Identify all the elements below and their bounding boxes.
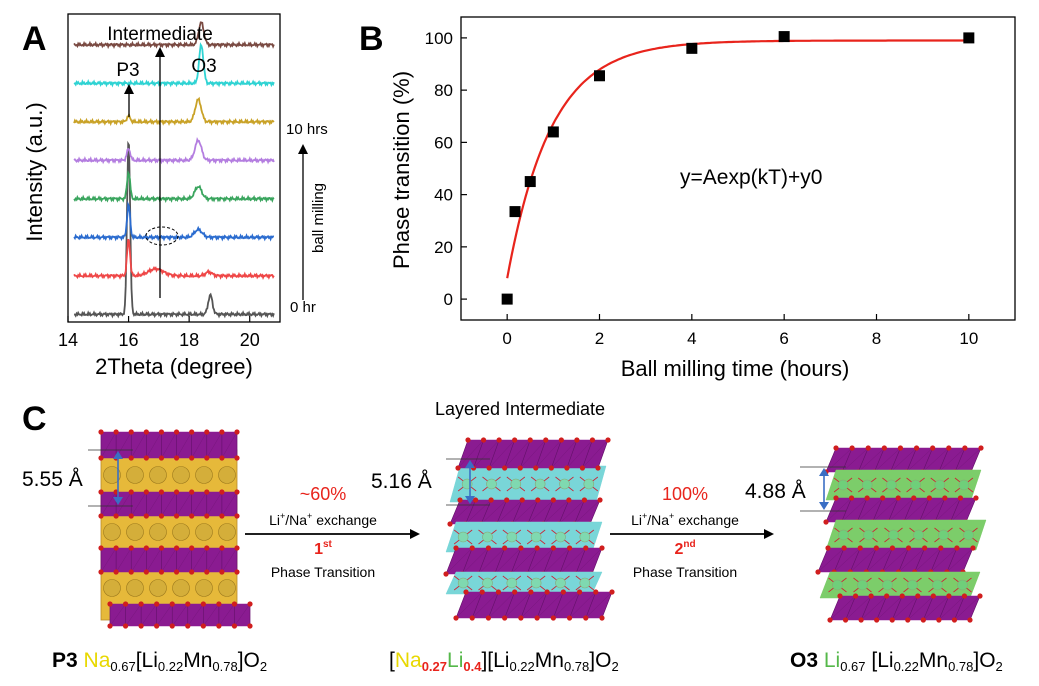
panel-b-letter: B [359,20,384,58]
step2-exchange-label: Li+/Na+ exchange [631,511,739,528]
scheme-title: Layered Intermediate [435,399,605,419]
kin-y-tick-label: 20 [434,238,453,257]
ball-milling-label: ball milling [310,183,327,253]
step1-phase-transition: Phase Transition [271,564,375,580]
exponential-fit-curve [506,39,969,279]
kin-x-tick-label: 10 [959,329,978,348]
time-end-label: 10 hrs [286,121,328,138]
o3-structure [815,445,987,623]
data-point-1 [509,206,521,218]
formula-p3: P3 Na0.67[Li0.22Mn0.78]O2 [52,649,268,674]
data-point-2 [524,176,536,188]
data-point-7 [963,32,975,44]
step2-order: 2nd [674,539,695,558]
transition-step-2: 100% Li+/Na+ exchange 2nd Phase Transiti… [610,484,774,580]
formula-o3: O3 Li0.67 [Li0.22Mn0.78]O2 [790,649,1003,674]
intermediate-peak-circle [145,226,179,246]
panel-c-letter: C [22,400,47,438]
spacing-label-3: 4.88 Å [745,480,806,503]
spacing-marker-1: 5.55 Å [22,449,133,507]
data-point-4 [594,70,605,82]
spacing-label-1: 5.55 Å [22,468,83,491]
intermediate-label: Intermediate [107,24,213,45]
intermediate-structure [443,437,615,621]
xrd-series-6 [73,42,275,88]
xrd-x-tick-label: 18 [179,330,199,350]
xrd-series-1 [73,238,275,280]
xrd-series-3 [73,169,275,203]
data-point-0 [501,293,513,305]
xrd-chart: 14 16 18 20 2Theta (degree) Intensity (a.u.… [22,13,328,379]
kin-x-tick-label: 8 [872,329,881,348]
p3-peak-label: P3 [116,60,139,81]
kinetics-plot-frame [460,16,1016,321]
xrd-series-4 [73,137,275,165]
step2-phase-transition: Phase Transition [633,564,737,580]
step2-percent: 100% [662,484,708,504]
p3-structure [98,429,253,629]
formula-intermediate: [Na0.27Li0.4][Li0.22Mn0.78]O2 [389,649,619,674]
kin-y-tick-label: 80 [434,81,453,100]
o3-peak-label: O3 [191,56,216,77]
crystal-structures [98,429,987,629]
xrd-series-0 [73,140,275,319]
xrd-series-7 [73,21,275,50]
kin-x-tick-label: 6 [779,329,788,348]
xrd-x-ticks: 14 16 18 20 [58,316,260,350]
step1-percent: ~60% [300,484,347,504]
panel-a-letter: A [22,20,47,58]
kin-y-tick-label: 100 [425,29,453,48]
fit-equation: y=Aexp(kT)+y0 [680,166,822,189]
step1-exchange-label: Li+/Na+ exchange [269,511,377,528]
xrd-plot-frame [67,13,281,323]
kin-y-tick-label: 0 [444,290,453,309]
kinetics-data-points [501,31,975,305]
xrd-y-axis-label: Intensity (a.u.) [22,102,47,241]
step1-order: 1st [314,539,332,558]
xrd-x-tick-label: 14 [58,330,78,350]
xrd-x-tick-label: 16 [119,330,139,350]
xrd-series-5 [73,96,275,127]
kin-y-tick-label: 40 [434,186,453,205]
kin-x-tick-label: 0 [502,329,511,348]
kin-x-tick-label: 2 [595,329,604,348]
spacing-label-2: 5.16 Å [371,470,432,493]
transition-step-1: ~60% Li+/Na+ exchange 1st Phase Transiti… [245,484,420,580]
data-point-6 [778,31,790,43]
spacing-marker-3: 4.88 Å [745,466,846,512]
data-point-5 [686,42,698,54]
xrd-x-axis-label: 2Theta (degree) [95,354,253,379]
kinetics-x-axis-label: Ball milling time (hours) [621,356,850,381]
xrd-series-group [73,21,275,319]
spacing-marker-2: 5.16 Å [371,458,490,506]
xrd-x-tick-label: 20 [240,330,260,350]
kin-y-tick-label: 60 [434,133,453,152]
data-point-3 [547,126,559,138]
xrd-series-2 [73,201,275,242]
time-start-label: 0 hr [290,299,316,316]
kinetics-y-axis-label: Phase transition (%) [389,71,414,269]
kin-x-tick-label: 4 [687,329,696,348]
